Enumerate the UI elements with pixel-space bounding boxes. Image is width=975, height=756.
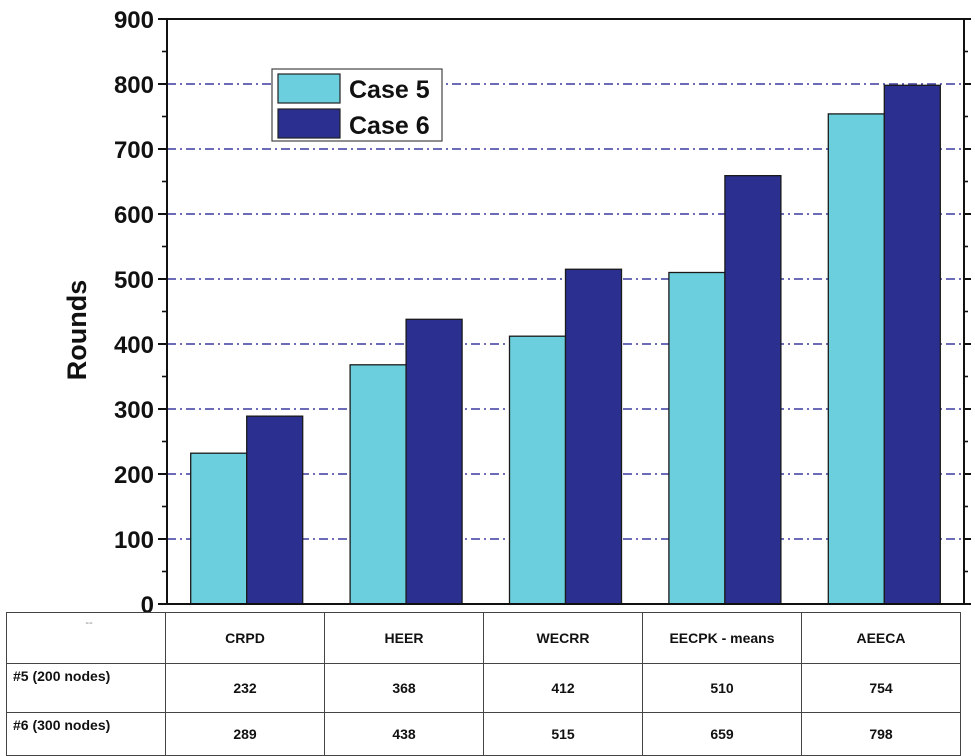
bar-case-6-heer — [405, 318, 463, 605]
y-tick-label: 0 — [141, 592, 154, 612]
table-row: #6 (300 nodes) 289 438 515 659 798 — [6, 712, 961, 756]
table-cell: 368 — [324, 663, 484, 713]
y-tick-label: 600 — [114, 202, 154, 229]
table-corner-cell: -- — [6, 612, 166, 664]
table-header-aeeca: AEECA — [801, 612, 961, 664]
table-header-eecpk-means: EECPK - means — [642, 612, 802, 664]
y-tick-label: 900 — [114, 7, 154, 34]
table-cell: 438 — [324, 712, 484, 756]
y-axis-label: Rounds — [62, 280, 92, 381]
legend-label-case-5: Case 5 — [349, 76, 430, 104]
table-header-row: -- CRPD HEER WECRR EECPK - means AEECA — [6, 612, 961, 664]
bar-case-6-crpd — [246, 415, 304, 605]
legend: Case 5 Case 6 — [271, 68, 443, 142]
legend-swatch-case-6 — [277, 108, 341, 139]
bar-case-5-wecrr — [508, 335, 567, 605]
y-tick-label: 400 — [114, 332, 154, 359]
table-cell: 754 — [801, 663, 961, 713]
y-tick-label: 500 — [114, 267, 154, 294]
table-row: #5 (200 nodes) 232 368 412 510 754 — [6, 663, 961, 713]
table-cell: 510 — [642, 663, 802, 713]
table-cell: 289 — [165, 712, 325, 756]
table-row-label: #5 (200 nodes) — [6, 663, 166, 713]
bar-case-6-wecrr — [564, 268, 623, 605]
bar-case-6-aeeca — [883, 84, 941, 605]
bar-case-5-aeeca — [827, 113, 885, 605]
table-cell: 515 — [483, 712, 643, 756]
table-cell: 659 — [642, 712, 802, 756]
table-row-label: #6 (300 nodes) — [6, 712, 166, 756]
y-tick-label: 200 — [114, 462, 154, 489]
table-cell: 232 — [165, 663, 325, 713]
bar-case-5-crpd — [190, 452, 248, 605]
table-header-wecrr: WECRR — [483, 612, 643, 664]
data-table: -- CRPD HEER WECRR EECPK - means AEECA #… — [6, 612, 961, 756]
table-header-heer: HEER — [324, 612, 484, 664]
y-tick-label: 100 — [114, 527, 154, 554]
table-header-crpd: CRPD — [165, 612, 325, 664]
legend-swatch-case-5 — [277, 73, 341, 104]
bar-case-5-heer — [349, 364, 407, 605]
y-tick-label: 700 — [114, 137, 154, 164]
table-cell: 798 — [801, 712, 961, 756]
bars — [190, 84, 941, 605]
bar-chart: 0 100 200 300 400 500 600 700 800 900 Rounds Case… — [62, 7, 971, 612]
legend-label-case-6: Case 6 — [349, 112, 430, 140]
y-tick-label: 300 — [114, 397, 154, 424]
table-cell: 412 — [483, 663, 643, 713]
y-ticks: 0 100 200 300 400 500 600 700 800 900 — [114, 7, 971, 612]
bar-case-6-eecpk-means — [724, 174, 782, 605]
y-tick-label: 800 — [114, 72, 154, 99]
bar-case-5-eecpk-means — [668, 271, 726, 605]
